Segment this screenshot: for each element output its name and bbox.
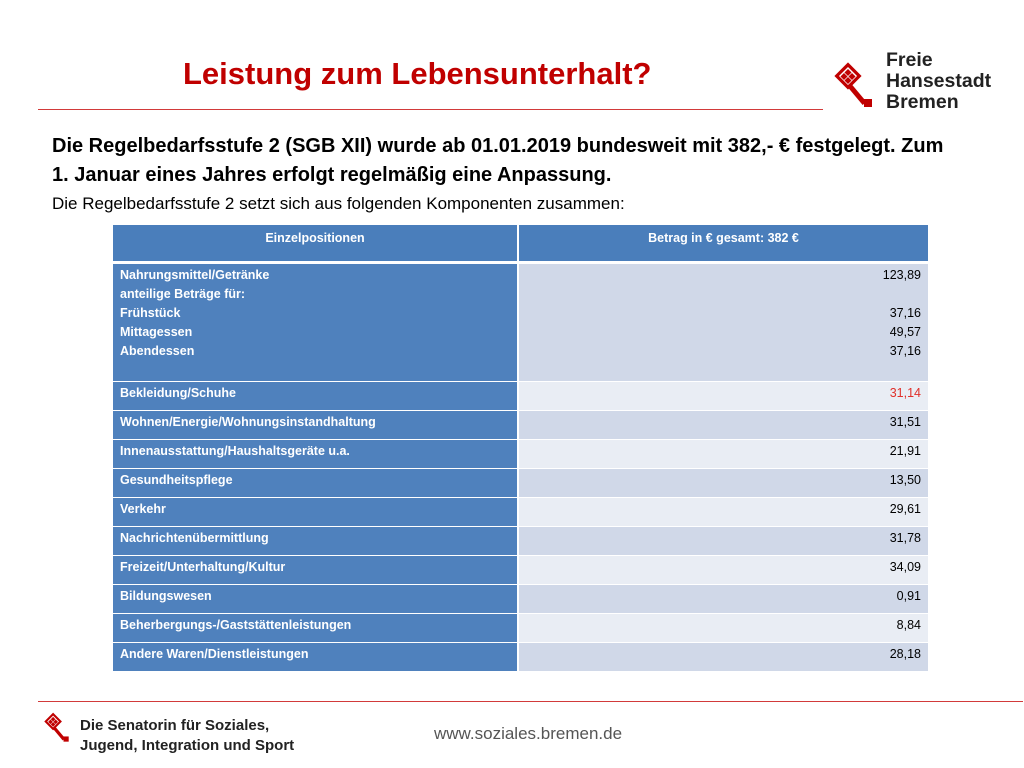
row-value: 29,61 [517, 498, 928, 527]
footer-line-2: Jugend, Integration und Sport [80, 737, 295, 754]
row-label: Gesundheitspflege [113, 469, 517, 498]
table-row: Verkehr 29,61 [113, 498, 928, 527]
table-row: Beherbergungs-/Gaststättenleistungen 8,8… [113, 614, 928, 643]
table-row: Bildungswesen 0,91 [113, 585, 928, 614]
row-label: Bekleidung/Schuhe [113, 382, 517, 411]
row-value: 31,78 [517, 527, 928, 556]
row-label: Beherbergungs-/Gaststättenleistungen [113, 614, 517, 643]
row-label: Innenausstattung/Haushaltsgeräte u.a. [113, 440, 517, 469]
row-value: 8,84 [517, 614, 928, 643]
row-label: Nachrichtenübermittlung [113, 527, 517, 556]
footer-senatorin: Die Senatorin für Soziales, Jugend, Inte… [80, 716, 294, 756]
table-row: Bekleidung/Schuhe 31,14 [113, 382, 928, 411]
label-line: anteilige Beträge für: [120, 287, 246, 301]
table-row: Innenausstattung/Haushaltsgeräte u.a. 21… [113, 440, 928, 469]
value-line: 123,89 [882, 268, 921, 282]
row-value: 34,09 [517, 556, 928, 585]
table-row: Freizeit/Unterhaltung/Kultur 34,09 [113, 556, 928, 585]
label-line: Frühstück [120, 306, 181, 320]
row-value: 13,50 [517, 469, 928, 498]
logo-line-2: Hansestadt [886, 70, 992, 92]
value-line: 37,16 [889, 344, 921, 358]
value-line: 49,57 [889, 325, 921, 339]
row-value: 21,91 [517, 440, 928, 469]
table-row: Gesundheitspflege 13,50 [113, 469, 928, 498]
row-value-nahrungsmittel: 123,89 37,16 49,57 37,16 [517, 264, 928, 382]
bremen-key-icon [44, 712, 69, 742]
label-line: Nahrungsmittel/Getränke [120, 268, 270, 282]
logo-line-3: Bremen [886, 91, 959, 113]
footer-divider [38, 701, 1023, 702]
bremen-logo: Freie Hansestadt Bremen [834, 50, 1009, 120]
regelbedarf-table: Einzelpositionen Betrag in € gesamt: 382… [113, 225, 928, 672]
subtitle-text: Die Regelbedarfsstufe 2 setzt sich aus f… [52, 194, 625, 213]
row-value: 28,18 [517, 643, 928, 672]
value-line: 37,16 [889, 306, 921, 320]
row-value: 0,91 [517, 585, 928, 614]
row-value: 31,14 [517, 382, 928, 411]
intro-text: Die Regelbedarfsstufe 2 (SGB XII) wurde … [52, 135, 944, 186]
row-label: Verkehr [113, 498, 517, 527]
footer-url[interactable]: www.soziales.bremen.de [434, 724, 623, 743]
row-label: Andere Waren/Dienstleistungen [113, 643, 517, 672]
row-value: 31,51 [517, 411, 928, 440]
label-line: Abendessen [120, 344, 195, 358]
table-header-row: Einzelpositionen Betrag in € gesamt: 382… [113, 225, 928, 264]
footer-line-1: Die Senatorin für Soziales, [80, 717, 270, 734]
label-line: Mittagessen [120, 325, 193, 339]
table-row: Nachrichtenübermittlung 31,78 [113, 527, 928, 556]
row-label: Wohnen/Energie/Wohnungsinstandhaltung [113, 411, 517, 440]
bremen-key-icon [834, 62, 872, 107]
row-label: Bildungswesen [113, 585, 517, 614]
row-label-nahrungsmittel: Nahrungsmittel/Getränke anteilige Beträg… [113, 264, 517, 382]
header-betrag: Betrag in € gesamt: 382 € [517, 225, 928, 264]
logo-line-1: Freie [886, 49, 933, 71]
title-divider [38, 109, 823, 110]
page-title: Leistung zum Lebensunterhalt? [183, 56, 652, 91]
table-row: Nahrungsmittel/Getränke anteilige Beträg… [113, 264, 928, 382]
header-einzelpositionen: Einzelpositionen [113, 225, 517, 264]
table-row: Wohnen/Energie/Wohnungsinstandhaltung 31… [113, 411, 928, 440]
bremen-logo-text: Freie Hansestadt Bremen [886, 50, 991, 113]
row-label: Freizeit/Unterhaltung/Kultur [113, 556, 517, 585]
spacer [526, 285, 921, 304]
table-row: Andere Waren/Dienstleistungen 28,18 [113, 643, 928, 672]
